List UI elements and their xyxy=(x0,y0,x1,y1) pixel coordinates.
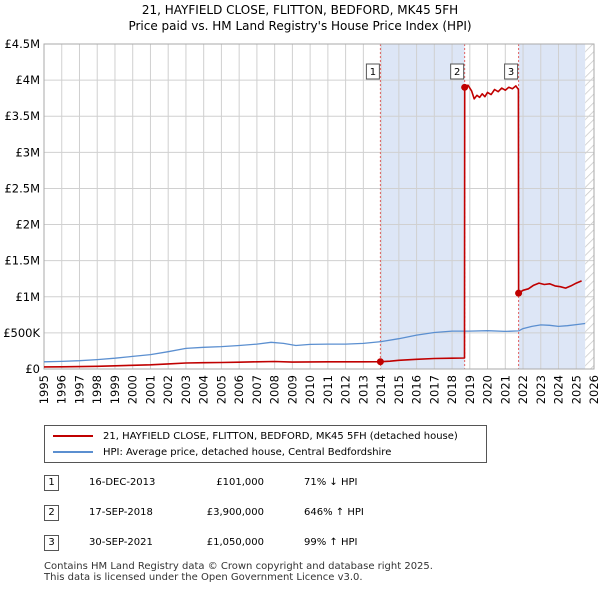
sale-label-box xyxy=(365,63,380,80)
x-tick-label: 1995 xyxy=(37,375,51,404)
y-tick-label: £4.5M xyxy=(4,37,40,51)
x-tick-label: 2021 xyxy=(498,375,512,404)
transaction-number: 2 xyxy=(44,505,59,521)
x-tick-label: 2009 xyxy=(285,375,299,404)
sale-label: 3 xyxy=(508,67,514,78)
forecast-hatch xyxy=(585,44,594,369)
y-tick-label: £4M xyxy=(15,73,40,87)
transaction-row: 1 16-DEC-2013 £101,000 71% ↓ HPI xyxy=(44,473,444,503)
transaction-hpi-change: 71% ↓ HPI xyxy=(304,477,358,488)
transaction-row: 3 30-SEP-2021 £1,050,000 99% ↑ HPI xyxy=(44,533,444,563)
chart-title: 21, HAYFIELD CLOSE, FLITTON, BEDFORD, MK… xyxy=(141,3,459,17)
transaction-number: 3 xyxy=(44,535,59,551)
transaction-number: 1 xyxy=(44,475,59,491)
y-tick-label: £3.5M xyxy=(4,109,40,123)
chart-subtitle: Price paid vs. HM Land Registry's House … xyxy=(128,19,472,33)
x-tick-label: 1997 xyxy=(72,375,86,404)
sale-point xyxy=(461,83,469,91)
x-tick-label: 2013 xyxy=(356,375,370,404)
shaded-period xyxy=(380,44,465,369)
y-tick-label: £3M xyxy=(15,145,40,159)
x-tick-label: 2016 xyxy=(410,375,424,404)
legend-property-swatch xyxy=(53,435,93,437)
x-tick-label: 2019 xyxy=(463,375,477,404)
price-chart: £0 £500K £1M £1.5M £2M £2.5M £3M £3.5M £4M £4.5M 1… xyxy=(3,37,600,404)
x-tick-label: 2005 xyxy=(214,375,228,404)
x-tick-label: 2004 xyxy=(197,375,211,404)
x-tick-label: 2020 xyxy=(481,375,495,404)
x-tick-label: 2007 xyxy=(250,375,264,404)
transaction-price: £101,000 xyxy=(216,477,264,488)
x-tick-label: 2003 xyxy=(179,375,193,404)
transaction-price: £3,900,000 xyxy=(206,507,264,518)
y-tick-label: £1M xyxy=(15,290,40,304)
transaction-date: 17-SEP-2018 xyxy=(89,507,153,518)
transaction-hpi-change: 99% ↑ HPI xyxy=(304,537,358,548)
x-tick-label: 2025 xyxy=(569,375,583,404)
y-tick-label: £2M xyxy=(15,218,40,232)
transaction-date: 16-DEC-2013 xyxy=(89,477,156,488)
legend: 21, HAYFIELD CLOSE, FLITTON, BEDFORD, MK… xyxy=(44,425,487,463)
x-tick-label: 2008 xyxy=(268,375,282,404)
sale-label-box xyxy=(504,63,519,80)
x-tick-label: 2001 xyxy=(143,375,157,404)
x-tick-label: 2015 xyxy=(392,375,406,404)
y-tick-label: £0 xyxy=(25,362,40,376)
legend-hpi-swatch xyxy=(53,451,93,453)
x-tick-label: 2022 xyxy=(516,375,530,404)
transaction-price: £1,050,000 xyxy=(206,537,264,548)
legend-hpi-label: HPI: Average price, detached house, Cent… xyxy=(103,446,392,458)
transaction-date: 30-SEP-2021 xyxy=(89,537,153,548)
y-tick-label: £500K xyxy=(3,326,40,340)
footer-licence: This data is licensed under the Open Gov… xyxy=(44,572,363,583)
x-tick-label: 2011 xyxy=(321,375,335,404)
x-tick-label: 2012 xyxy=(339,375,353,404)
x-tick-label: 2023 xyxy=(534,375,548,404)
y-tick-label: £2.5M xyxy=(4,181,40,195)
y-tick-label: £1.5M xyxy=(4,254,40,268)
x-tick-label: 2014 xyxy=(374,375,388,404)
footer-copyright: Contains HM Land Registry data © Crown c… xyxy=(44,561,433,572)
x-tick-label: 1998 xyxy=(90,375,104,404)
x-tick-label: 2002 xyxy=(161,375,175,404)
footer: Contains HM Land Registry data © Crown c… xyxy=(44,561,433,583)
x-tick-label: 2024 xyxy=(552,375,566,404)
transaction-hpi-change: 646% ↑ HPI xyxy=(304,507,364,518)
x-tick-label: 1999 xyxy=(108,375,122,404)
transaction-row: 2 17-SEP-2018 £3,900,000 646% ↑ HPI xyxy=(44,503,444,533)
sale-point xyxy=(515,289,523,297)
x-tick-label: 2017 xyxy=(427,375,441,404)
sale-point xyxy=(376,358,384,366)
x-tick-label: 1996 xyxy=(55,375,69,404)
hpi-line xyxy=(43,322,586,363)
x-tick-label: 2018 xyxy=(445,375,459,404)
x-tick-label: 2010 xyxy=(303,375,317,404)
plot-frame xyxy=(43,43,595,370)
sale-label: 1 xyxy=(370,67,376,78)
x-tick-label: 2000 xyxy=(126,375,140,404)
legend-item-hpi: HPI: Average price, detached house, Cent… xyxy=(53,444,391,460)
sale-label-box xyxy=(450,63,465,80)
legend-item-property: 21, HAYFIELD CLOSE, FLITTON, BEDFORD, MK… xyxy=(53,428,458,444)
transactions-table: 1 16-DEC-2013 £101,000 71% ↓ HPI 2 17-SE… xyxy=(44,473,444,563)
sale-label: 2 xyxy=(454,67,460,78)
shaded-period xyxy=(518,44,586,369)
x-tick-label: 2026 xyxy=(587,375,600,404)
x-tick-label: 2006 xyxy=(232,375,246,404)
legend-property-label: 21, HAYFIELD CLOSE, FLITTON, BEDFORD, MK… xyxy=(103,430,458,442)
property-line xyxy=(43,84,582,368)
